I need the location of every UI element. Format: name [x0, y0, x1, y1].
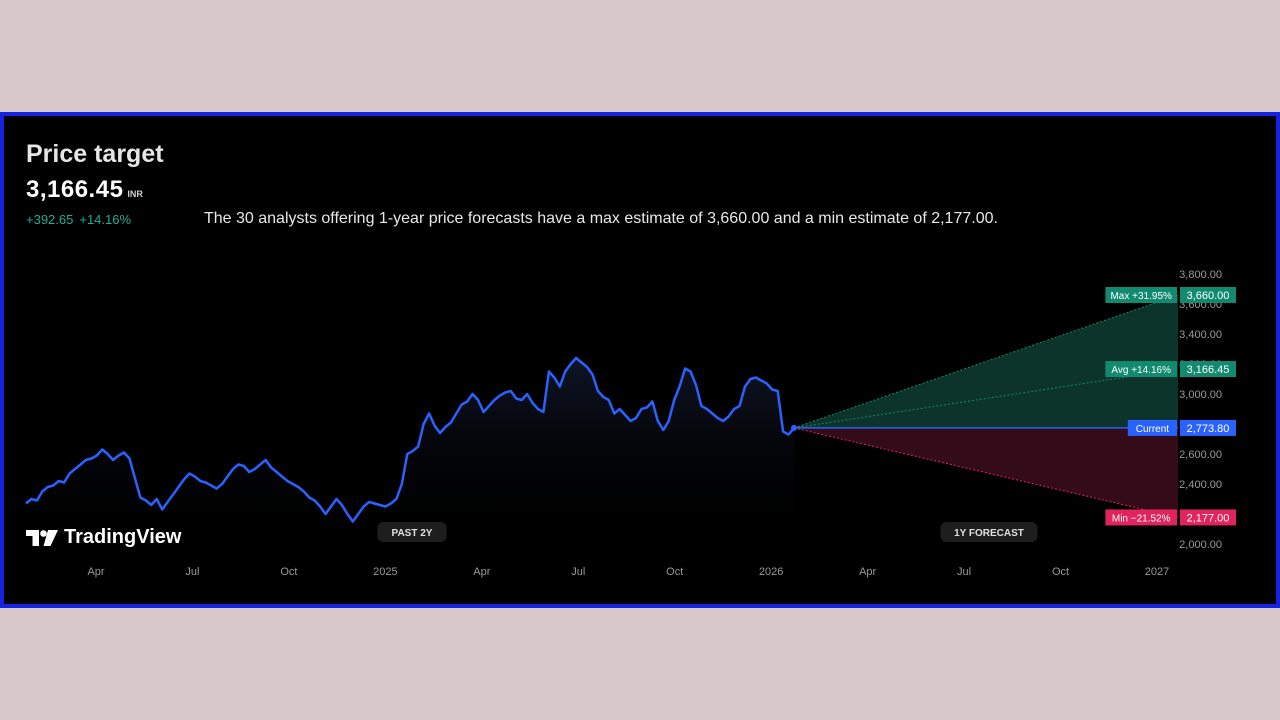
y-tick-label: 2,400.00 — [1179, 479, 1222, 491]
x-tick-label: 2026 — [759, 566, 783, 578]
series-value-box — [1180, 361, 1236, 378]
target-price-value: 3,166.45 — [26, 176, 124, 203]
price-history-line — [25, 356, 795, 523]
series-tag-box — [1105, 287, 1177, 303]
change-percent: +14.16% — [79, 212, 132, 227]
x-tick-label: Apr — [473, 566, 490, 578]
series-tag-label: Avg +14.16% — [1111, 365, 1171, 376]
x-tick-label: 2027 — [1145, 566, 1169, 578]
currency-label: INR — [127, 189, 143, 199]
x-tick-label: Jul — [957, 566, 971, 578]
series-value-label: 2,177.00 — [1187, 512, 1230, 524]
series-tag-box — [1127, 419, 1177, 436]
series-tag-box — [1105, 509, 1177, 526]
series-tag-label: Min −21.52% — [1112, 513, 1171, 524]
history-area — [26, 358, 794, 544]
y-tick-label: 2,600.00 — [1179, 449, 1222, 461]
x-tick-label: Apr — [87, 566, 104, 578]
price-target-panel: 3,800.003,600.003,400.003,200.003,000.00… — [0, 112, 1280, 608]
series-tag-label: Current — [1136, 424, 1170, 435]
forecast-description: The 30 analysts offering 1-year price fo… — [204, 210, 998, 227]
page-title: Price target — [26, 140, 164, 168]
change-absolute: +392.65 — [26, 212, 74, 227]
x-tick-label: Apr — [859, 566, 876, 578]
avg-forecast-line — [793, 368, 1179, 429]
tradingview-logo[interactable]: TradingView — [26, 526, 181, 549]
price-change: +392.65 +14.16% — [26, 212, 137, 227]
x-tick-label: Jul — [571, 566, 585, 578]
brand-name: TradingView — [64, 526, 182, 548]
current-price-point — [791, 424, 797, 431]
x-tick-label: Oct — [1052, 566, 1069, 578]
series-value-box — [1180, 509, 1236, 526]
series-tag-box — [1105, 361, 1177, 378]
series-tag-label: Max +31.95% — [1110, 291, 1172, 302]
target-price: 3,166.45 INR — [26, 176, 143, 204]
forecast-period-pill — [940, 522, 1038, 542]
series-value-label: 3,660.00 — [1187, 290, 1230, 302]
min-forecast-line — [793, 427, 1179, 518]
forecast-chart: 3,800.003,600.003,400.003,200.003,000.00… — [25, 269, 1236, 578]
x-tick-label: 2025 — [373, 566, 397, 578]
y-tick-label: 3,800.00 — [1179, 269, 1222, 281]
tradingview-logo-icon — [26, 529, 58, 546]
y-tick-label: 2,000.00 — [1179, 539, 1222, 551]
forecast-period-pill-label: 1Y FORECAST — [954, 528, 1024, 539]
series-value-box — [1180, 287, 1236, 303]
y-tick-label: 3,400.00 — [1179, 329, 1222, 341]
x-tick-label: Oct — [280, 566, 297, 578]
x-tick-label: Jul — [185, 566, 199, 578]
series-value-label: 2,773.80 — [1187, 423, 1230, 435]
series-value-label: 3,166.45 — [1187, 364, 1230, 376]
y-tick-label: 3,000.00 — [1179, 389, 1222, 401]
past-period-pill — [377, 522, 447, 542]
past-period-pill-label: PAST 2Y — [392, 528, 433, 539]
x-tick-label: Oct — [666, 566, 683, 578]
series-value-box — [1180, 419, 1236, 436]
